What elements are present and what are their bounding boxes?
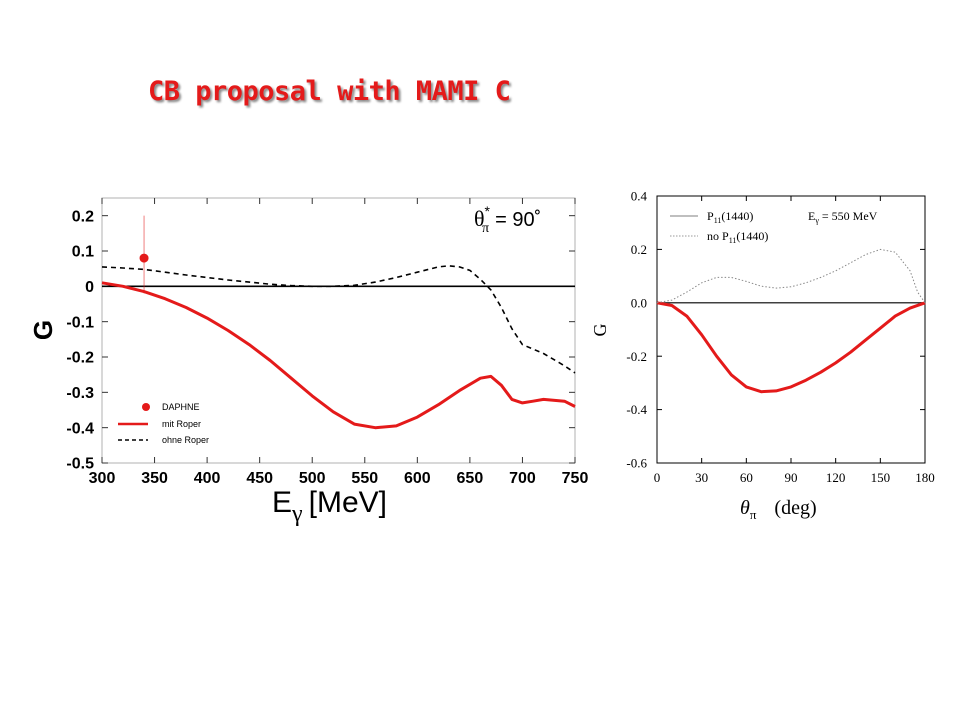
left-theta-annotation: θ* π = 90˚ <box>474 203 541 236</box>
y-tick-label: -0.1 <box>66 314 94 331</box>
left-x-tick-labels: 300 350 400 450 500 550 600 650 700 750 <box>89 470 589 487</box>
right-x-axis-label: θπ (deg) <box>740 497 817 522</box>
right-y-tick-labels: 0.4 0.2 0.0 -0.2 -0.4 -0.6 <box>626 189 647 471</box>
left-legend: DAPHNE mit Roper ohne Roper <box>118 402 209 445</box>
left-x-axis-label: Eγ [MeV] <box>272 486 387 527</box>
legend-ohne-roper-label: ohne Roper <box>162 435 209 445</box>
left-annotation-symbol: θ <box>474 206 485 231</box>
legend-no-p11-label: no P11(1440) <box>707 229 768 245</box>
y-tick-label: -0.4 <box>66 420 94 437</box>
y-tick-label: -0.3 <box>66 385 94 402</box>
legend-no-p11-main: no P <box>707 229 729 243</box>
legend-daphne-marker <box>142 403 150 411</box>
left-series <box>101 215 576 430</box>
right-annotation-text: = 550 MeV <box>822 209 878 223</box>
x-tick-label: 150 <box>871 470 891 485</box>
right-x-tick-labels: 0 30 60 90 120 150 180 <box>654 470 935 485</box>
slide-title: CB proposal with MAMI C <box>148 76 511 107</box>
left-y-tick-labels: 0.2 0.1 0 -0.1 -0.2 -0.3 -0.4 -0.5 <box>66 208 94 472</box>
x-tick-label: 450 <box>246 470 273 487</box>
left-annotation-sup: * <box>485 203 491 219</box>
left-chart: 0.2 0.1 0 -0.1 -0.2 -0.3 -0.4 -0.5 300 350 400 450… <box>28 197 589 527</box>
ohne-roper-curve <box>101 265 576 374</box>
right-x-axis-symbol: θ <box>740 497 750 519</box>
right-legend: P11(1440) no P11(1440) Eγ = 550 MeV <box>670 209 878 245</box>
y-tick-label: 0.2 <box>631 242 647 257</box>
y-tick-label: -0.6 <box>626 456 647 471</box>
legend-p11-label: P11(1440) <box>707 209 753 225</box>
left-annotation-sub: π <box>482 221 489 236</box>
y-tick-label: -0.5 <box>66 456 94 473</box>
x-tick-label: 500 <box>299 470 326 487</box>
y-tick-label: 0.0 <box>631 295 647 310</box>
y-tick-label: -0.4 <box>626 402 647 417</box>
x-tick-label: 750 <box>562 470 589 487</box>
y-tick-label: -0.2 <box>66 350 94 367</box>
x-tick-label: 60 <box>740 470 753 485</box>
y-tick-label: 0.1 <box>72 244 94 261</box>
x-tick-label: 90 <box>785 470 798 485</box>
x-tick-label: 180 <box>915 470 935 485</box>
x-tick-label: 600 <box>404 470 431 487</box>
left-y-axis-label: G <box>28 320 58 340</box>
legend-daphne-label: DAPHNE <box>162 402 200 412</box>
x-tick-label: 550 <box>351 470 378 487</box>
y-tick-label: 0 <box>85 279 94 296</box>
x-tick-label: 30 <box>695 470 708 485</box>
right-x-axis-unit: (deg) <box>774 497 816 519</box>
right-annotation-symbol: E <box>808 209 815 223</box>
right-annotation-sub: γ <box>814 216 819 225</box>
right-energy-annotation: Eγ = 550 MeV <box>808 209 878 225</box>
legend-mit-roper-label: mit Roper <box>162 419 201 429</box>
legend-p11-main: P <box>707 209 714 223</box>
right-chart: 0.4 0.2 0.0 -0.2 -0.4 -0.6 0 30 60 90 120 150 180 G… <box>590 189 935 522</box>
p11-1440-curve <box>656 301 926 394</box>
right-series <box>656 248 926 394</box>
legend-p11-rest: (1440) <box>721 209 753 223</box>
daphne-data-point <box>139 253 149 263</box>
right-tick-marks <box>656 195 926 464</box>
x-tick-label: 120 <box>826 470 846 485</box>
legend-no-p11-rest: (1440) <box>736 229 768 243</box>
x-tick-label: 350 <box>141 470 168 487</box>
right-y-axis-label: G <box>590 324 610 337</box>
x-tick-label: 400 <box>194 470 221 487</box>
right-x-axis-subscript: π <box>750 507 757 522</box>
y-tick-label: 0.2 <box>72 208 94 225</box>
legend-no-p11-sub: 11 <box>729 236 737 245</box>
left-plot-frame <box>101 197 576 464</box>
x-tick-label: 0 <box>654 470 661 485</box>
y-tick-label: -0.2 <box>626 349 647 364</box>
left-x-axis-symbol: E <box>272 486 292 519</box>
x-tick-label: 700 <box>509 470 536 487</box>
y-tick-label: 0.4 <box>631 189 648 204</box>
legend-p11-sub: 11 <box>714 216 722 225</box>
left-x-axis-unit: [MeV] <box>309 486 387 519</box>
left-x-axis-subscript: γ <box>291 501 303 527</box>
x-tick-label: 300 <box>89 470 116 487</box>
x-tick-label: 650 <box>457 470 484 487</box>
mit-roper-curve <box>101 281 576 430</box>
left-annotation-text: = 90˚ <box>495 209 541 231</box>
